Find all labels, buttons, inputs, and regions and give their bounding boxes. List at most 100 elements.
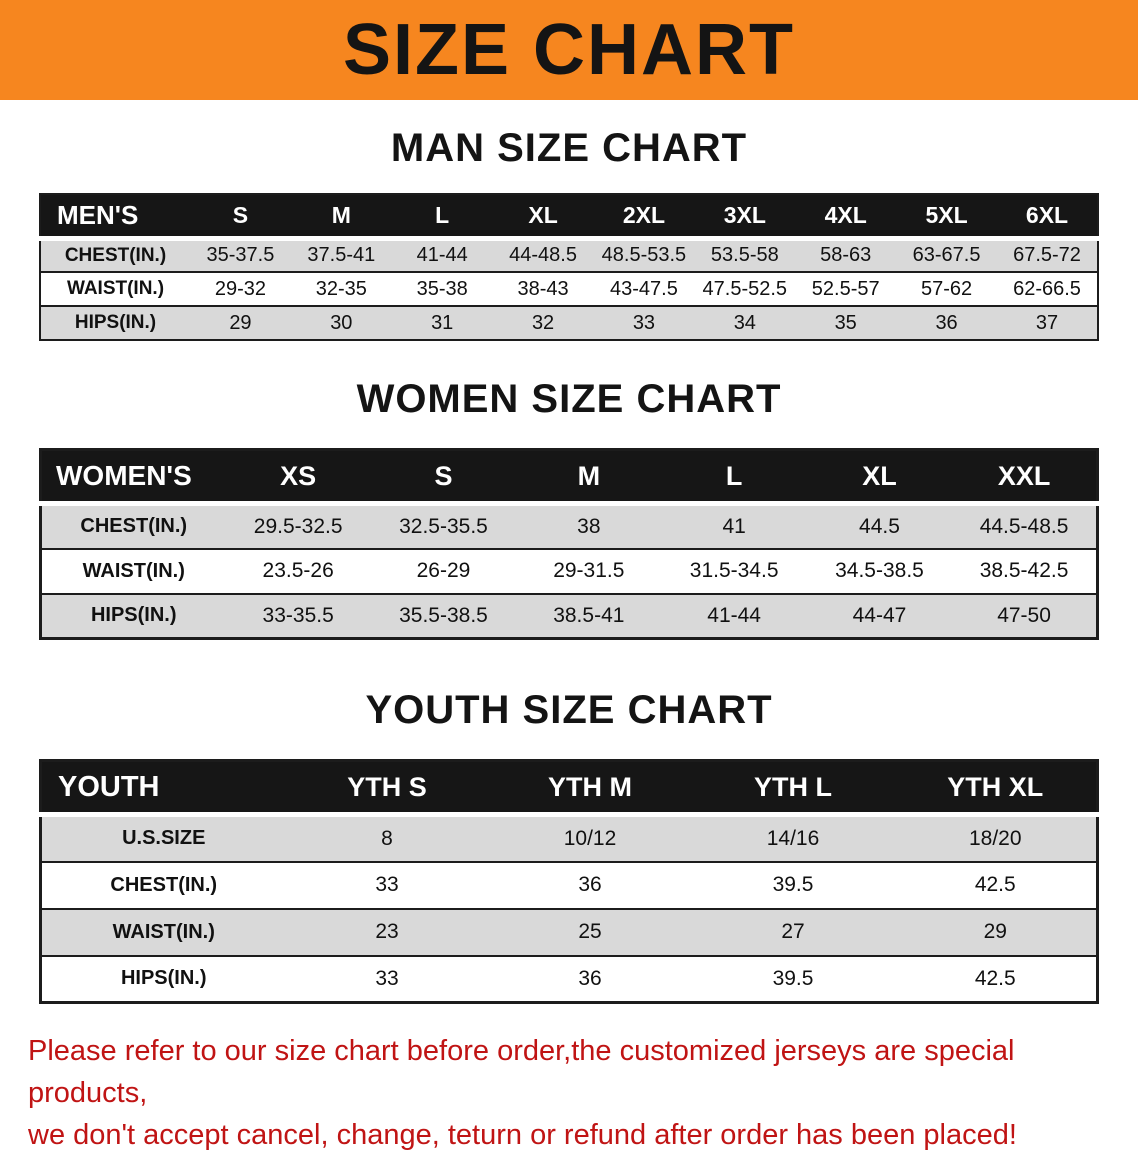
- size-column-header: 2XL: [593, 194, 695, 241]
- women-section-title: WOMEN SIZE CHART: [356, 377, 782, 421]
- measurement-value: 53.5-58: [694, 237, 796, 273]
- measurement-value: 37.5-41: [290, 237, 392, 273]
- size-column-header: M: [290, 194, 392, 241]
- table-header-row: YOUTH YTH S YTH M YTH L YTH XL: [40, 760, 1098, 817]
- measurement-row: WAIST(IN.) 29-32 32-35 35-38 38-43 43-47.5 47.…: [40, 271, 1098, 307]
- measurement-value: 10/12: [488, 813, 692, 863]
- measurement-value: 58-63: [795, 237, 897, 273]
- measurement-value: 38-43: [492, 271, 594, 307]
- measurement-value: 35.5-38.5: [370, 592, 517, 640]
- measurement-value: 67.5-72: [997, 237, 1098, 273]
- table-group-label: MEN'S: [40, 194, 190, 241]
- measurement-value: 33: [285, 954, 489, 1004]
- measurement-row: HIPS(IN.) 29 30 31 32 33 34 35 36 37: [40, 305, 1098, 341]
- measurement-value: 37: [997, 305, 1098, 341]
- size-column-header: YTH L: [691, 760, 895, 817]
- youth-size-section: YOUTH SIZE CHART YOUTH YTH S YTH M YTH L YTH…: [0, 688, 1138, 1004]
- measurement-value: 42.5: [894, 860, 1098, 910]
- measurement-value: 52.5-57: [795, 271, 897, 307]
- measurement-value: 23: [285, 907, 489, 957]
- size-column-header: S: [190, 194, 291, 241]
- table-group-label: YOUTH: [40, 760, 286, 817]
- measurement-value: 29: [190, 305, 291, 341]
- measurement-value: 38.5-42.5: [952, 547, 1098, 595]
- measurement-value: 30: [290, 305, 392, 341]
- measurement-value: 27: [691, 907, 895, 957]
- measurement-label: WAIST(IN.): [40, 547, 226, 595]
- measurement-value: 39.5: [691, 860, 895, 910]
- measurement-label: WAIST(IN.): [40, 907, 286, 957]
- measurement-value: 42.5: [894, 954, 1098, 1004]
- notice-line-1: Please refer to our size chart before or…: [28, 1035, 1015, 1109]
- size-column-header: 5XL: [896, 194, 997, 241]
- measurement-value: 44.5: [806, 502, 953, 550]
- size-column-header: XXL: [952, 449, 1098, 506]
- measurement-row: WAIST(IN.) 23 25 27 29: [40, 907, 1098, 957]
- measurement-value: 62-66.5: [997, 271, 1098, 307]
- footer-notice: Please refer to our size chart before or…: [0, 1030, 1138, 1156]
- measurement-value: 34: [694, 305, 796, 341]
- youth-section-title: YOUTH SIZE CHART: [365, 688, 773, 732]
- table-header-row: WOMEN'S XS S M L XL XXL: [40, 449, 1098, 506]
- table-group-label: WOMEN'S: [40, 449, 226, 506]
- measurement-value: 48.5-53.5: [593, 237, 695, 273]
- measurement-value: 32: [492, 305, 594, 341]
- men-size-section: MAN SIZE CHART MEN'S S M L XL 2XL 3XL 4XL 5XL 6XL…: [0, 126, 1138, 341]
- measurement-value: 44-47: [806, 592, 953, 640]
- size-column-header: S: [370, 449, 517, 506]
- measurement-value: 39.5: [691, 954, 895, 1004]
- measurement-label: CHEST(IN.): [40, 502, 226, 550]
- measurement-value: 63-67.5: [896, 237, 997, 273]
- measurement-value: 57-62: [896, 271, 997, 307]
- measurement-value: 35-38: [391, 271, 493, 307]
- measurement-value: 41-44: [391, 237, 493, 273]
- measurement-value: 32-35: [290, 271, 392, 307]
- measurement-value: 34.5-38.5: [806, 547, 953, 595]
- men-size-table: MEN'S S M L XL 2XL 3XL 4XL 5XL 6XL CHEST(IN.) 35-37…: [39, 193, 1099, 341]
- measurement-label: U.S.SIZE: [40, 813, 286, 863]
- measurement-label: CHEST(IN.): [40, 860, 286, 910]
- measurement-label: HIPS(IN.): [40, 592, 226, 640]
- measurement-row: CHEST(IN.) 33 36 39.5 42.5: [40, 860, 1098, 910]
- size-column-header: XL: [806, 449, 953, 506]
- notice-line-2: we don't accept cancel, change, teturn o…: [28, 1119, 1017, 1151]
- size-column-header: YTH M: [488, 760, 692, 817]
- measurement-value: 36: [488, 954, 692, 1004]
- measurement-value: 29: [894, 907, 1098, 957]
- banner-title: SIZE CHART: [343, 10, 795, 90]
- women-size-section: WOMEN SIZE CHART WOMEN'S XS S M L XL XXL CHEST(…: [0, 377, 1138, 640]
- measurement-row: HIPS(IN.) 33-35.5 35.5-38.5 38.5-41 41-44 44-…: [40, 592, 1098, 640]
- measurement-value: 36: [896, 305, 997, 341]
- measurement-value: 25: [488, 907, 692, 957]
- measurement-value: 32.5-35.5: [370, 502, 517, 550]
- measurement-value: 35-37.5: [190, 237, 291, 273]
- measurement-value: 23.5-26: [225, 547, 371, 595]
- measurement-value: 38.5-41: [516, 592, 662, 640]
- measurement-value: 33-35.5: [225, 592, 371, 640]
- size-column-header: XS: [225, 449, 371, 506]
- measurement-row: HIPS(IN.) 33 36 39.5 42.5: [40, 954, 1098, 1004]
- men-section-title: MAN SIZE CHART: [390, 126, 748, 170]
- measurement-row: CHEST(IN.) 29.5-32.5 32.5-35.5 38 41 44.5 44.5…: [40, 502, 1098, 550]
- size-column-header: 6XL: [997, 194, 1098, 241]
- measurement-label: HIPS(IN.): [40, 954, 286, 1004]
- measurement-value: 18/20: [894, 813, 1098, 863]
- size-column-header: 4XL: [795, 194, 897, 241]
- measurement-value: 31: [391, 305, 493, 341]
- measurement-label: HIPS(IN.): [40, 305, 190, 341]
- measurement-row: CHEST(IN.) 35-37.5 37.5-41 41-44 44-48.5 48.5…: [40, 237, 1098, 273]
- measurement-value: 14/16: [691, 813, 895, 863]
- measurement-value: 41-44: [661, 592, 807, 640]
- youth-size-table: YOUTH YTH S YTH M YTH L YTH XL U.S.SIZE 8 10/12…: [39, 759, 1099, 1004]
- size-column-header: XL: [492, 194, 594, 241]
- measurement-value: 26-29: [370, 547, 517, 595]
- size-column-header: YTH XL: [894, 760, 1098, 817]
- measurement-value: 43-47.5: [593, 271, 695, 307]
- banner: SIZE CHART: [0, 0, 1138, 100]
- measurement-row: U.S.SIZE 8 10/12 14/16 18/20: [40, 813, 1098, 863]
- measurement-row: WAIST(IN.) 23.5-26 26-29 29-31.5 31.5-34.5 34…: [40, 547, 1098, 595]
- measurement-value: 47.5-52.5: [694, 271, 796, 307]
- measurement-value: 29.5-32.5: [225, 502, 371, 550]
- measurement-value: 29-31.5: [516, 547, 662, 595]
